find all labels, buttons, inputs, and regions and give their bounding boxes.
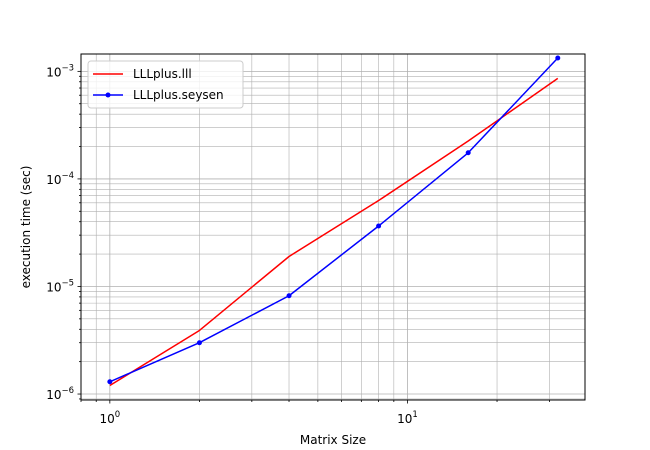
y-tick-label: 10−3	[46, 63, 74, 79]
ticks: 100 101 10−6 10−5 10−4 10−3	[46, 63, 550, 426]
y-tick-label: 10−5	[46, 278, 74, 294]
x-tick-label: 101	[397, 410, 418, 426]
data-point	[286, 293, 292, 299]
data-point	[376, 223, 382, 229]
data-point	[465, 150, 471, 156]
x-tick-label: 100	[99, 410, 120, 426]
series-group	[107, 55, 561, 387]
legend-box	[87, 60, 244, 109]
data-point	[555, 55, 561, 61]
legend-label-seysen: LLLplus.seysen	[133, 88, 224, 102]
y-tick-label: 10−6	[46, 386, 74, 402]
grid	[80, 54, 585, 400]
legend-marker-seysen	[105, 92, 111, 98]
y-axis-label: execution time (sec)	[19, 166, 33, 289]
data-point	[107, 379, 113, 385]
series-line-1	[109, 57, 559, 383]
legend-label-lll: LLLplus.lll	[133, 67, 192, 81]
legend: LLLplus.lll LLLplus.seysen	[87, 60, 244, 109]
x-axis-label: Matrix Size	[300, 433, 366, 447]
plot-frame	[80, 53, 586, 401]
y-tick-label: 10−4	[46, 171, 74, 187]
plot-area	[81, 54, 585, 400]
series-line-0	[109, 77, 559, 387]
data-point	[196, 340, 202, 346]
